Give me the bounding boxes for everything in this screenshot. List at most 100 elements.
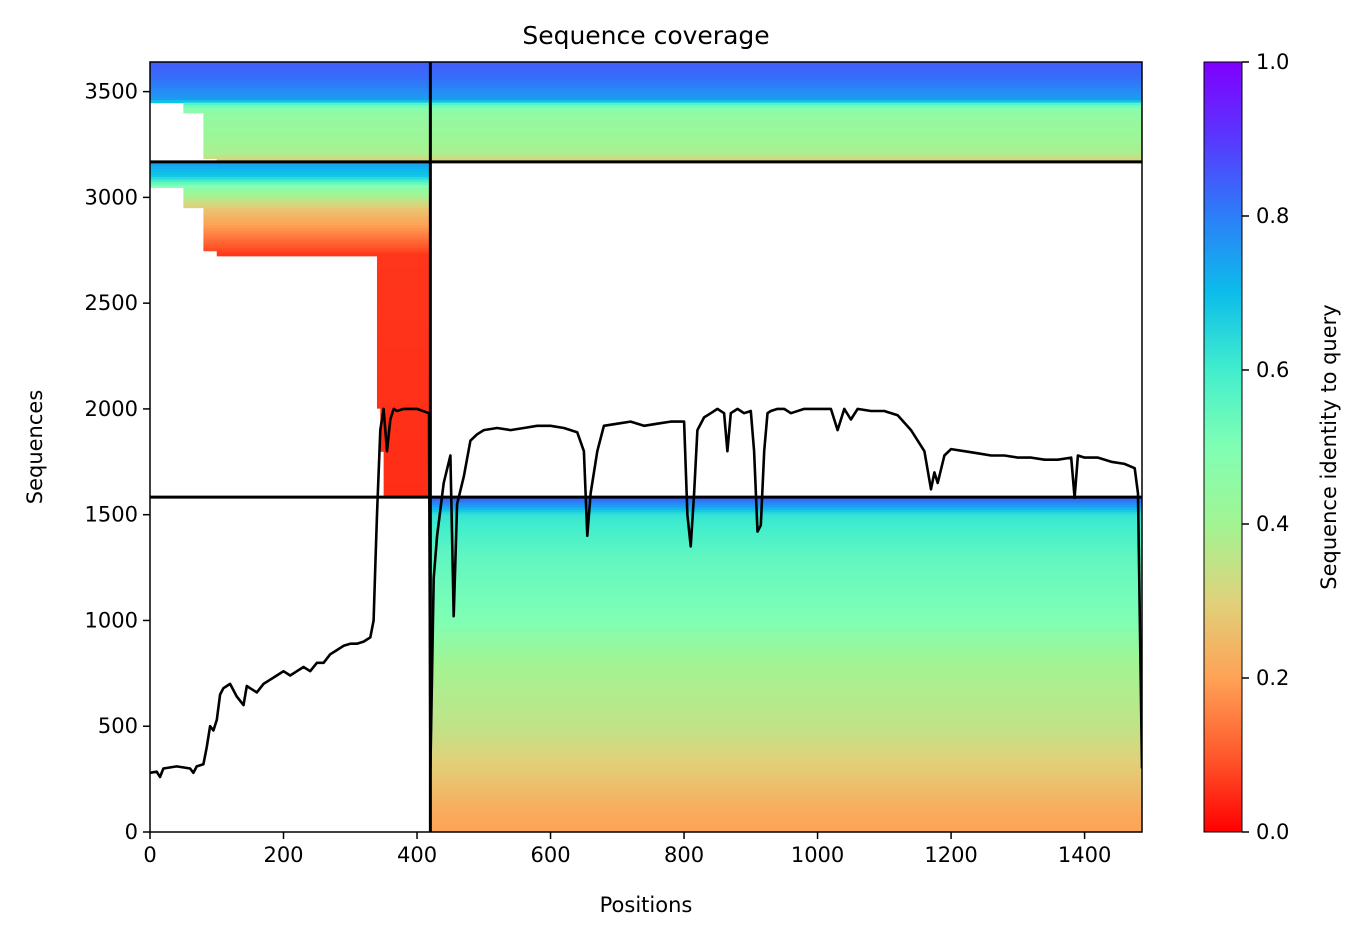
heatmap-row [183, 202, 431, 206]
colorbar-tick-label: 0.8 [1256, 204, 1289, 228]
heatmap-row [430, 778, 1142, 783]
heatmap-row [376, 362, 431, 366]
heatmap-row [430, 733, 1142, 737]
colorbar-label: Sequence identity to query [1317, 304, 1341, 589]
heatmap-row [430, 79, 1142, 83]
heatmap-row [203, 122, 431, 127]
heatmap-row [430, 100, 1142, 104]
heatmap-row [430, 763, 1142, 767]
x-tick-label: 600 [530, 843, 570, 867]
heatmap-row [183, 199, 431, 204]
heatmap-row [430, 636, 1142, 640]
heatmap-row [430, 644, 1142, 648]
heatmap-row [430, 806, 1142, 810]
heatmap-row [430, 89, 1142, 94]
heatmap-row [183, 107, 431, 111]
heatmap-row [150, 174, 431, 178]
x-tick-label: 1400 [1058, 843, 1111, 867]
heatmap-row [430, 707, 1142, 711]
heatmap-row [203, 135, 431, 139]
heatmap-row [430, 92, 1142, 96]
heatmap-row [430, 148, 1142, 152]
heatmap-row [430, 756, 1142, 760]
heatmap-row [430, 570, 1142, 574]
heatmap-row [430, 120, 1142, 124]
heatmap-row [380, 415, 431, 419]
heatmap-row [150, 74, 431, 78]
heatmap-row [150, 64, 431, 68]
heatmap-row [430, 130, 1142, 134]
heatmap-row [430, 766, 1142, 770]
heatmap-row [430, 593, 1142, 597]
heatmap-row [430, 715, 1142, 719]
heatmap-row [430, 497, 1142, 501]
heatmap-row [203, 115, 431, 119]
heatmap-row [150, 169, 431, 173]
heatmap-row [150, 100, 431, 104]
heatmap-row [376, 265, 431, 270]
heatmap-row [430, 578, 1142, 582]
heatmap-row [430, 507, 1142, 511]
heatmap-row [376, 331, 431, 336]
heatmap-row [430, 155, 1142, 160]
heatmap-row [430, 97, 1142, 101]
x-tick-label: 0 [143, 843, 156, 867]
heatmap-row [383, 486, 431, 490]
heatmap-row [150, 92, 431, 96]
heatmap-row [376, 403, 431, 407]
heatmap-row [430, 573, 1142, 577]
heatmap-row [430, 62, 1142, 66]
heatmap-row [430, 646, 1142, 651]
heatmap-row [203, 235, 431, 239]
heatmap-row [430, 740, 1142, 744]
heatmap-row [203, 238, 431, 242]
heatmap-row [380, 436, 431, 440]
heatmap-row [430, 522, 1142, 526]
heatmap-row [380, 418, 431, 422]
heatmap-row [430, 537, 1142, 541]
heatmap-row [430, 672, 1142, 676]
heatmap-row [376, 387, 431, 391]
heatmap-row [430, 95, 1142, 99]
heatmap-row [383, 466, 431, 470]
colorbar-tick-label: 0.4 [1256, 512, 1289, 536]
heatmap-row [430, 791, 1142, 795]
heatmap-row [430, 105, 1142, 109]
heatmap-row [430, 801, 1142, 805]
heatmap-row [203, 230, 431, 234]
heatmap-row [430, 684, 1142, 689]
heatmap-row [430, 700, 1142, 704]
heatmap-row [430, 519, 1142, 524]
heatmap-row [150, 97, 431, 101]
heatmap-row [430, 695, 1142, 699]
y-axis-ticks: 0 500 1000 1500 2000 2500 3000 3500 [85, 80, 150, 844]
plot-frame [149, 61, 1143, 833]
heatmap-row [430, 811, 1142, 816]
heatmap-row [203, 128, 431, 132]
heatmap-row [380, 448, 431, 452]
heatmap-row [430, 799, 1142, 803]
heatmap-row [430, 712, 1142, 717]
heatmap-row [203, 217, 431, 221]
heatmap-row [430, 748, 1142, 752]
heatmap-row [430, 596, 1142, 600]
heatmap-row [203, 120, 431, 124]
heatmap-row [430, 72, 1142, 76]
heatmap-row [150, 161, 431, 165]
heatmap-row [150, 179, 431, 183]
heatmap-row [150, 184, 431, 188]
heatmap-row [183, 197, 431, 201]
heatmap-row [430, 710, 1142, 714]
heatmap-row [203, 227, 431, 231]
heatmap-row [203, 215, 431, 219]
heatmap-row [430, 667, 1142, 671]
heatmap-row [376, 260, 431, 264]
heatmap-row [430, 82, 1142, 86]
heatmap-row [380, 420, 431, 424]
heatmap-row [430, 601, 1142, 605]
heatmap-row [430, 547, 1142, 552]
heatmap-row [430, 527, 1142, 531]
heatmap-row [430, 542, 1142, 546]
heatmap-row [380, 446, 431, 450]
heatmap-row [216, 250, 431, 254]
